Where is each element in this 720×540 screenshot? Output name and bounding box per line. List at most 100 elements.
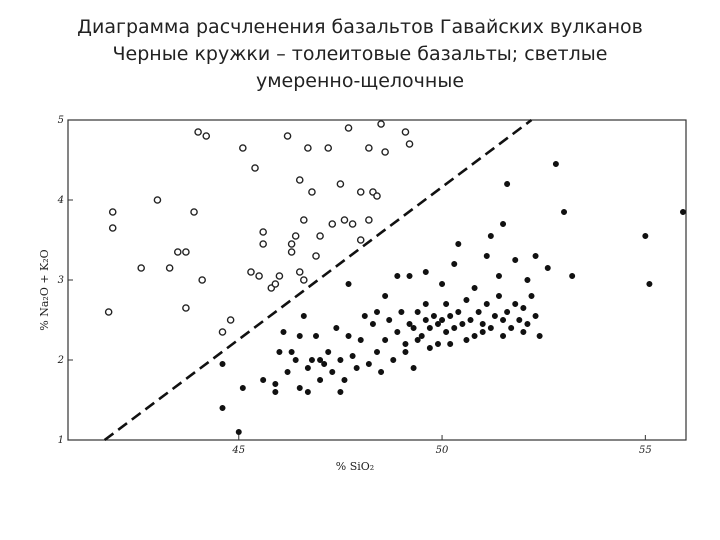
alkaline-basalt-point [373,192,381,200]
alkaline-basalt-point [251,164,259,172]
tholeiitic-basalt-point [479,320,486,327]
tholeiitic-basalt-point [422,316,429,323]
tholeiitic-basalt-point [272,388,279,395]
alkaline-basalt-point [259,240,267,248]
data-points [104,120,686,435]
alkaline-basalt-point [304,144,312,152]
tholeiitic-basalt-point [471,284,478,291]
tholeiitic-basalt-point [398,308,405,315]
alkaline-basalt-point [259,228,267,236]
tholeiitic-basalt-point [304,388,311,395]
x-tick-label: 50 [436,445,449,456]
tholeiitic-basalt-point [487,233,494,240]
title-line-2: Черные кружки – толеитовые базальты; све… [112,43,608,65]
tholeiitic-basalt-point [500,316,507,323]
tholeiitic-basalt-point [414,308,421,315]
tholeiitic-basalt-point [426,324,433,331]
alkaline-basalt-point [137,264,145,272]
alkaline-basalt-point [153,196,162,204]
y-tick-label: 4 [57,195,64,206]
tholeiitic-basalt-point [447,312,454,319]
tholeiitic-basalt-point [308,356,315,363]
tholeiitic-basalt-point [504,181,511,188]
tholeiitic-basalt-point [679,209,686,216]
tholeiitic-basalt-point [524,276,531,283]
tholeiitic-basalt-point [337,388,344,395]
tholeiitic-basalt-point [329,368,336,375]
alkaline-basalt-point [271,280,280,288]
tholeiitic-basalt-point [500,332,507,339]
alkaline-basalt-point [182,304,190,312]
tholeiitic-basalt-point [447,340,454,347]
tholeiitic-basalt-point [471,332,478,339]
tholeiitic-basalt-point [382,336,389,343]
tholeiitic-basalt-point [369,320,376,327]
alkaline-basalt-point [356,188,365,196]
tholeiitic-basalt-point [219,404,226,411]
tholeiitic-basalt-point [361,312,368,319]
y-axis-label: % Na₂O + K₂O [38,249,51,330]
alkaline-basalt-point [108,208,117,216]
tholeiitic-basalt-point [500,221,507,228]
tholeiitic-basalt-point [272,380,279,387]
alkaline-basalt-point [291,232,300,240]
tholeiitic-basalt-point [288,348,295,355]
divider-line [103,118,533,442]
chart-title: Диаграмма расчленения базальтов Гавайски… [0,14,720,95]
alkaline-basalt-point [356,236,365,244]
tholeiitic-basalt-point [300,312,307,319]
tholeiitic-basalt-point [532,312,539,319]
tholeiitic-basalt-point [373,308,380,315]
alkaline-basalt-point [308,188,316,196]
tholeiitic-basalt-point [239,384,246,391]
tholeiitic-basalt-point [357,336,364,343]
alkaline-basalt-point [247,268,255,276]
tholeiitic-basalt-point [459,320,466,327]
tholeiitic-basalt-point [443,300,450,307]
tholeiitic-basalt-point [292,356,299,363]
tholeiitic-basalt-point [508,324,515,331]
alkaline-basalt-point [295,176,304,184]
tholeiitic-basalt-point [406,272,413,279]
alkaline-basalt-point [226,316,235,324]
alkaline-basalt-point [381,148,389,156]
tholeiitic-basalt-point [317,356,324,363]
tholeiitic-basalt-point [520,304,527,311]
alkaline-basalt-point [328,220,337,228]
tholeiitic-basalt-point [296,384,303,391]
tholeiitic-basalt-point [386,316,393,323]
tholeiitic-basalt-point [451,324,458,331]
tholeiitic-basalt-point [418,332,425,339]
tholeiitic-basalt-point [467,316,474,323]
alkaline-basalt-point [239,144,247,152]
tholeiitic-basalt-point [426,344,433,351]
tholeiitic-basalt-point [463,336,470,343]
tholeiitic-basalt-point [345,332,352,339]
tholeiitic-basalt-point [434,340,441,347]
tholeiitic-basalt-point [520,328,527,335]
tholeiitic-basalt-point [235,428,242,435]
y-tick-label: 3 [58,275,64,286]
tholeiitic-basalt-point [532,253,539,260]
tholeiitic-basalt-point [341,376,348,383]
tholeiitic-basalt-point [321,360,328,367]
alkaline-basalt-point [401,128,410,136]
y-tick-label: 1 [58,435,64,446]
tholeiitic-basalt-point [504,308,511,315]
tholeiitic-basalt-point [406,320,413,327]
y-tick-label: 5 [58,115,64,126]
tholeiitic-basalt-point [561,209,568,216]
tholeiitic-basalt-point [325,348,332,355]
tholeiitic-basalt-point [536,332,543,339]
tholeiitic-basalt-point [495,272,502,279]
tholeiitic-basalt-point [451,260,458,267]
title-line-3: умеренно-щелочные [255,70,465,92]
tholeiitic-basalt-point [544,264,551,271]
tholeiitic-basalt-point [434,320,441,327]
tholeiitic-basalt-point [337,356,344,363]
tholeiitic-basalt-point [475,308,482,315]
tholeiitic-basalt-point [569,272,576,279]
tholeiitic-basalt-point [349,352,356,359]
alkaline-basalt-point [194,128,202,136]
alkaline-basalt-point [165,264,174,272]
